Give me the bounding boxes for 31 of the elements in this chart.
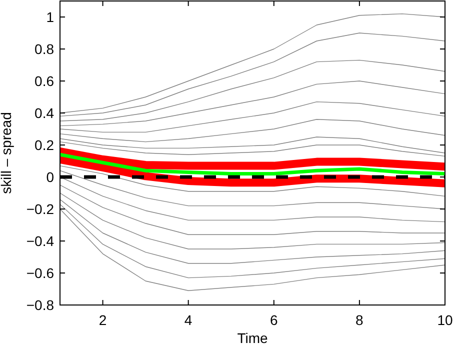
line-series — [60, 141, 445, 157]
y-tick-label: 0.6 — [34, 72, 54, 89]
x-tick-label: 4 — [184, 312, 192, 328]
line-series — [60, 152, 445, 176]
x-tick-label: 6 — [270, 312, 278, 328]
y-tick-label: 0.2 — [34, 136, 54, 153]
y-tick-label: −0.2 — [26, 200, 54, 217]
line-series — [60, 32, 445, 117]
line-series — [60, 136, 445, 154]
x-tick-label: 10 — [437, 312, 453, 328]
y-tick-label: −0.4 — [26, 232, 54, 249]
y-tick-label: −0.8 — [26, 296, 54, 313]
x-axis-title: Time — [237, 330, 268, 346]
y-tick-label: −0.6 — [26, 264, 54, 281]
x-tick-label: 2 — [98, 312, 107, 328]
x-tick-label: 8 — [356, 312, 364, 328]
line-series — [60, 165, 445, 197]
y-tick-label: 1 — [46, 8, 54, 25]
line-series — [60, 184, 445, 235]
line-series — [60, 80, 445, 126]
y-tick-label: 0.8 — [34, 40, 54, 57]
line-series — [60, 101, 445, 133]
y-tick-label: 0 — [46, 168, 54, 185]
y-tick-label: 0.4 — [34, 104, 54, 121]
line-series — [60, 60, 445, 122]
y-axis-title: skill – spread — [0, 112, 14, 194]
line-series — [60, 208, 445, 291]
line-series — [60, 199, 445, 264]
line-series — [60, 119, 445, 142]
line-series — [60, 204, 445, 278]
line-series — [60, 192, 445, 250]
